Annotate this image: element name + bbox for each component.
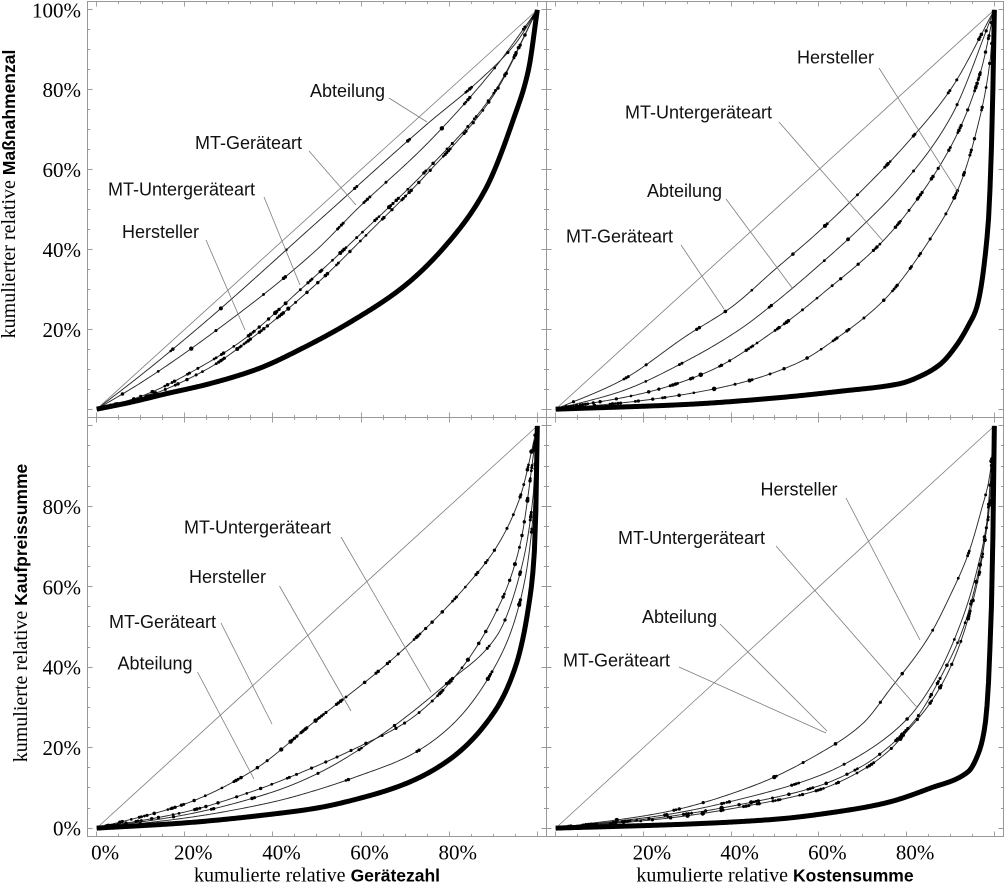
svg-text:20%: 20% xyxy=(174,841,213,865)
svg-text:MT-Geräteart: MT-Geräteart xyxy=(563,651,670,671)
svg-text:kumulierte relative Gerätezahl: kumulierte relative Gerätezahl xyxy=(194,865,440,886)
svg-text:MT-Untergeräteart: MT-Untergeräteart xyxy=(625,103,772,123)
svg-text:40%: 40% xyxy=(262,841,301,865)
svg-text:MT-Geräteart: MT-Geräteart xyxy=(566,227,673,247)
svg-text:Abteilung: Abteilung xyxy=(647,181,722,201)
svg-text:MT-Untergeräteart: MT-Untergeräteart xyxy=(108,180,255,200)
svg-text:kumulierte relative Kaufpreiss: kumulierte relative Kaufpreissumme xyxy=(10,463,32,762)
svg-text:80%: 80% xyxy=(43,78,82,102)
svg-text:kumulierte relative Kostensumm: kumulierte relative Kostensumme xyxy=(636,865,913,886)
svg-text:40%: 40% xyxy=(43,656,82,680)
svg-text:MT-Geräteart: MT-Geräteart xyxy=(195,133,302,153)
svg-text:MT-Untergeräteart: MT-Untergeräteart xyxy=(184,518,331,538)
svg-text:kumulierter relative Maßnahmen: kumulierter relative Maßnahmenzal xyxy=(0,50,20,339)
svg-text:0%: 0% xyxy=(91,841,119,865)
svg-text:20%: 20% xyxy=(633,841,672,865)
svg-text:0%: 0% xyxy=(53,817,81,841)
svg-text:100%: 100% xyxy=(32,0,81,22)
svg-text:Hersteller: Hersteller xyxy=(122,222,199,242)
svg-text:60%: 60% xyxy=(808,841,847,865)
svg-text:Hersteller: Hersteller xyxy=(797,48,874,68)
svg-text:40%: 40% xyxy=(43,238,82,262)
svg-text:Abteilung: Abteilung xyxy=(118,654,193,674)
svg-text:Abteilung: Abteilung xyxy=(310,81,385,101)
svg-text:Abteilung: Abteilung xyxy=(642,607,717,627)
svg-text:60%: 60% xyxy=(43,575,82,599)
svg-text:Hersteller: Hersteller xyxy=(189,567,266,587)
svg-text:MT-Untergeräteart: MT-Untergeräteart xyxy=(618,528,765,548)
svg-text:80%: 80% xyxy=(438,841,477,865)
svg-text:Hersteller: Hersteller xyxy=(761,480,838,500)
svg-text:80%: 80% xyxy=(896,841,935,865)
svg-text:80%: 80% xyxy=(43,495,82,519)
svg-text:20%: 20% xyxy=(43,736,82,760)
svg-text:60%: 60% xyxy=(43,158,82,182)
svg-text:20%: 20% xyxy=(43,318,82,342)
svg-text:MT-Geräteart: MT-Geräteart xyxy=(109,612,216,632)
svg-text:40%: 40% xyxy=(720,841,759,865)
svg-text:60%: 60% xyxy=(350,841,389,865)
